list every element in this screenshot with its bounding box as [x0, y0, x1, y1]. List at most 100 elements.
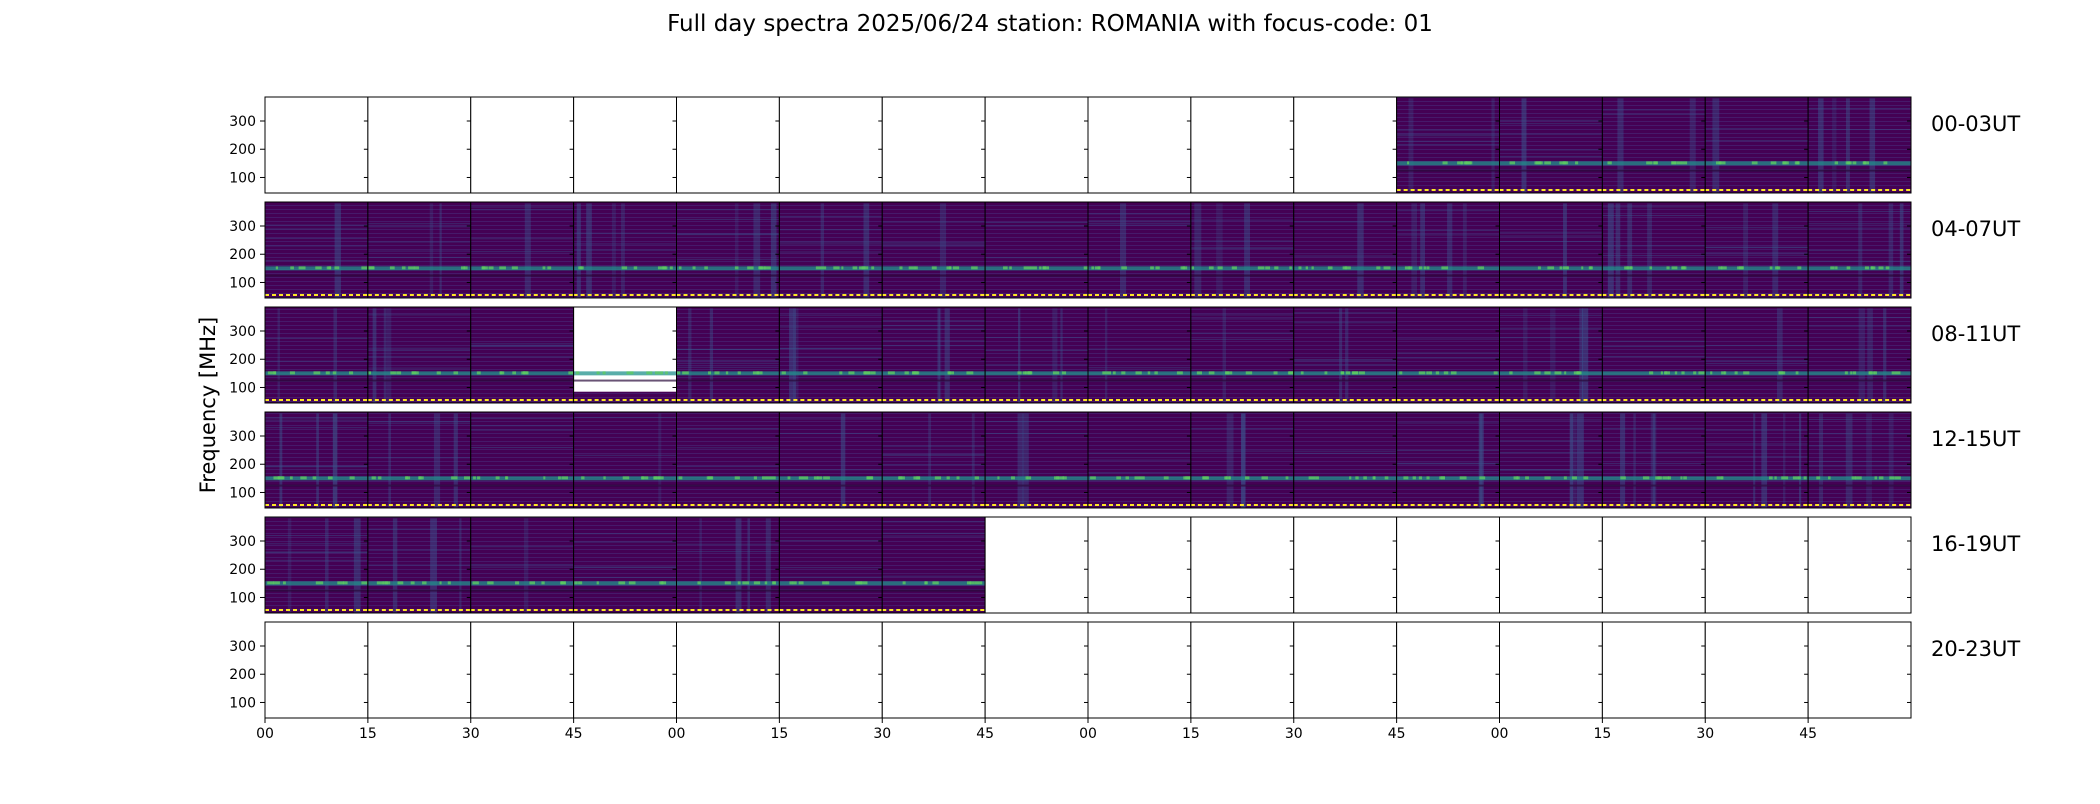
band-peak [275, 266, 279, 270]
spectral-line [367, 314, 471, 316]
spectrum-panel [1601, 96, 1706, 194]
band-peak [1830, 266, 1835, 270]
empty-panel [265, 622, 368, 718]
band-emission [1499, 476, 1603, 481]
empty-panel [1088, 622, 1191, 718]
spectral-line [676, 465, 780, 467]
band-peak [1477, 266, 1482, 270]
band-peak [1180, 266, 1188, 270]
y-tick-label: 100 [229, 380, 256, 396]
spectral-line [1396, 338, 1500, 340]
rfi-streak [1491, 98, 1495, 193]
spectrum-panel [1190, 411, 1295, 509]
band-peak [1544, 371, 1551, 375]
band-peak [1428, 371, 1432, 375]
rfi-streak [1550, 308, 1556, 403]
spectrum-background [1396, 202, 1500, 298]
band-peak [1863, 161, 1869, 165]
band-peak [1285, 476, 1289, 480]
band-peak [278, 476, 285, 480]
band-peak [913, 371, 920, 375]
rfi-streak [1858, 308, 1865, 403]
band-peak [1208, 266, 1214, 270]
band-peak [1721, 371, 1726, 375]
spectral-line [573, 417, 677, 419]
spectrum-panel [573, 516, 677, 614]
band-peak [798, 581, 804, 585]
spectral-line [676, 349, 780, 351]
band-peak [1894, 371, 1901, 375]
band-peak [1559, 161, 1565, 165]
rfi-streak [333, 308, 338, 403]
band-peak [665, 371, 668, 375]
spectrum-panel [1807, 621, 1912, 719]
band-gap [265, 484, 368, 487]
band-peak [966, 581, 972, 585]
rfi-streak [971, 413, 975, 508]
band-peak [1581, 266, 1584, 270]
spectral-line [265, 552, 368, 554]
band-peak [646, 371, 653, 375]
panel-frame [1807, 96, 1912, 194]
spectral-line [265, 228, 368, 230]
band-peak [1782, 161, 1789, 165]
spectral-line [1088, 213, 1191, 215]
band-peak [1139, 476, 1145, 480]
empty-panel [1088, 97, 1191, 193]
band-gap [779, 484, 883, 487]
rfi-streak [332, 413, 338, 508]
band-peak [1681, 266, 1686, 270]
band-peak [706, 476, 713, 480]
spectrum-background [470, 412, 574, 508]
spectrum-background [779, 202, 883, 298]
spectrum-panel [1190, 96, 1295, 194]
rfi-streak [1652, 413, 1656, 508]
spectrum-panel [367, 621, 472, 719]
spectral-line [470, 251, 574, 253]
rfi-streak [1712, 98, 1720, 193]
band-peak [697, 581, 701, 585]
band-peak [337, 581, 344, 585]
rfi-streak [392, 518, 398, 613]
row-label: 20-23UT [1931, 637, 2020, 661]
spectrum-background [367, 517, 471, 613]
band-peak [946, 476, 950, 480]
rfi-streak [1462, 203, 1467, 298]
spectral-line [1705, 456, 1809, 458]
band-peak [974, 476, 979, 480]
band-peak [1481, 266, 1485, 270]
empty-panel [882, 97, 986, 193]
spectral-line [1190, 219, 1294, 221]
band-gap [470, 274, 574, 277]
band-peak [1885, 266, 1890, 270]
band-peak [1716, 476, 1723, 480]
spectral-line [1602, 214, 1706, 216]
spectral-line [985, 421, 1088, 423]
spectral-line [1396, 463, 1500, 465]
band-peak [1083, 266, 1089, 270]
y-tick-label: 300 [229, 219, 256, 235]
rfi-streak [840, 413, 846, 508]
band-peak [392, 371, 396, 375]
spectrum-background [367, 202, 471, 298]
band-gap [1088, 484, 1191, 487]
spectrum-panel [470, 306, 575, 404]
band-peak [1102, 371, 1107, 375]
band-peak [1724, 371, 1727, 375]
band-peak [1464, 161, 1468, 165]
spectrum-panel [1499, 411, 1603, 509]
band-peak [1681, 371, 1685, 375]
band-peak [1683, 476, 1687, 480]
spectrum-panel [573, 411, 677, 509]
band-peak [1676, 161, 1682, 165]
band-peak [1564, 371, 1567, 375]
spectral-line [676, 359, 780, 361]
spectral-line [1190, 332, 1294, 334]
band-peak [313, 371, 321, 375]
spectrum-panel [1396, 516, 1500, 614]
spectral-line [676, 233, 780, 235]
rfi-streak [944, 308, 950, 403]
spectral-line [882, 320, 986, 322]
band-peak [904, 371, 909, 375]
rfi-streak [1627, 203, 1633, 298]
